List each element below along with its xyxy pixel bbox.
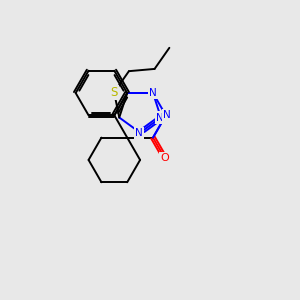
Text: N: N	[135, 128, 143, 138]
Text: N: N	[149, 88, 157, 98]
Text: N: N	[163, 110, 171, 120]
Text: N: N	[156, 112, 164, 122]
Text: O: O	[160, 153, 169, 163]
Text: S: S	[110, 86, 118, 99]
